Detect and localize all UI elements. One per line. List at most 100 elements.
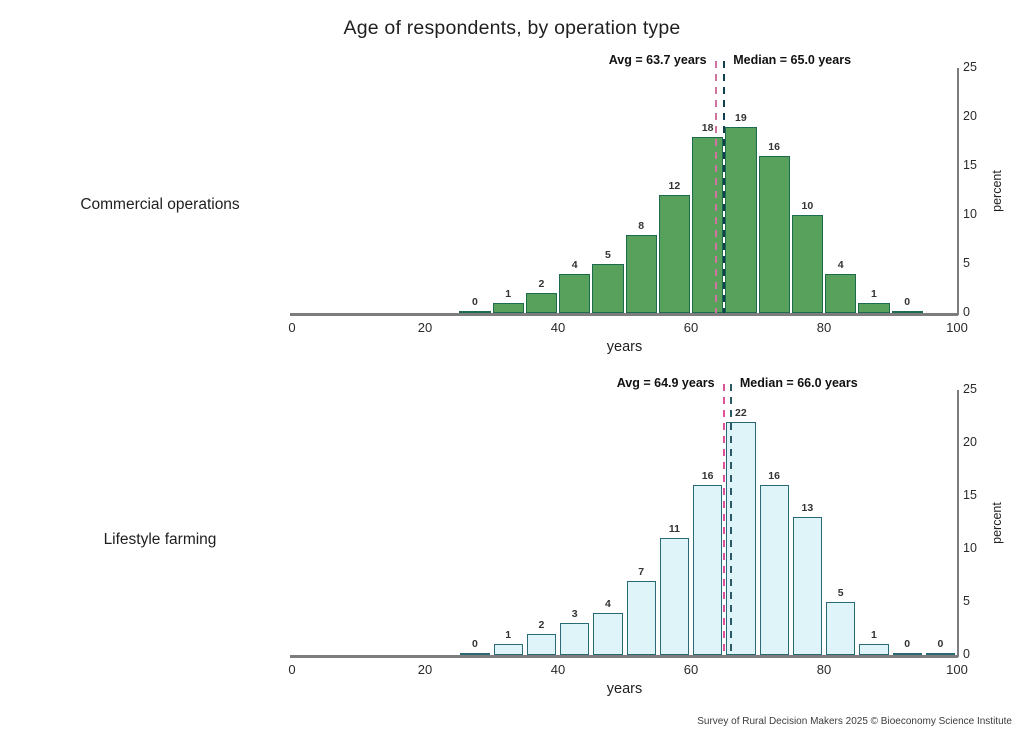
bar-value-label: 18 — [701, 121, 714, 134]
histogram-bar — [692, 136, 724, 313]
x-tick-label: 60 — [683, 320, 699, 335]
histogram-bar — [859, 644, 889, 655]
x-axis-line — [290, 655, 958, 658]
histogram-bar — [460, 653, 490, 655]
bar-value-label: 0 — [904, 638, 911, 650]
y-axis-line — [957, 68, 959, 315]
median-annotation: Median = 66.0 years — [739, 376, 858, 390]
histogram-bar — [892, 653, 922, 655]
histogram-bar — [659, 538, 689, 655]
panel-label-commercial-operations: Commercial operations — [80, 196, 240, 213]
bar-value-label: 0 — [471, 638, 478, 650]
avg-line — [722, 384, 725, 655]
y-tick-label: 5 — [963, 594, 970, 608]
avg-line — [714, 61, 717, 313]
bar-value-label: 1 — [870, 629, 877, 642]
bar-value-label: 0 — [937, 638, 944, 650]
bar-value-label: 4 — [604, 597, 611, 610]
x-tick-label: 80 — [816, 320, 832, 335]
histogram-bar — [759, 485, 789, 655]
histogram-bar — [559, 273, 591, 313]
bar-value-label: 0 — [471, 296, 478, 308]
y-tick-label: 15 — [963, 488, 977, 502]
histogram-bar — [459, 311, 491, 313]
bar-value-label: 13 — [801, 502, 814, 515]
avg-annotation: Avg = 64.9 years — [616, 376, 715, 390]
histogram-bar — [526, 633, 556, 655]
histogram-bar — [925, 653, 955, 655]
bar-value-label: 7 — [638, 565, 645, 578]
bar-value-label: 0 — [904, 296, 911, 308]
y-tick-label: 20 — [963, 435, 977, 449]
footer-credit: Survey of Rural Decision Makers 2025 © B… — [697, 716, 1012, 727]
bar-value-label: 16 — [701, 470, 714, 483]
panel-label-lifestyle-farming: Lifestyle farming — [103, 531, 217, 548]
bar-value-label: 5 — [604, 249, 611, 261]
y-tick-label: 25 — [963, 382, 977, 396]
x-tick-label: 0 — [288, 320, 296, 335]
histogram-bar — [626, 580, 656, 655]
bar-value-label: 4 — [571, 258, 578, 271]
histogram-bar — [826, 602, 856, 655]
x-tick-label: 40 — [550, 662, 566, 677]
chart-title: Age of respondents, by operation type — [343, 17, 681, 39]
histogram-bar — [525, 293, 557, 313]
histogram-bar — [560, 623, 590, 655]
x-tick-label: 20 — [417, 320, 433, 335]
y-tick-label: 15 — [963, 158, 977, 172]
bar-value-label: 2 — [538, 278, 545, 291]
x-axis-line — [290, 313, 958, 316]
bar-value-label: 2 — [538, 618, 545, 631]
histogram-bar — [758, 156, 790, 313]
histogram-bar — [592, 264, 624, 313]
bar-value-label: 10 — [801, 200, 814, 212]
y-tick-label: 0 — [963, 647, 970, 661]
bar-value-label: 4 — [837, 258, 844, 271]
y-axis-title: percent — [990, 169, 1004, 212]
x-tick-label: 20 — [417, 662, 433, 677]
median-annotation: Median = 65.0 years — [733, 53, 852, 67]
x-axis-title: years — [606, 681, 643, 697]
bar-value-label: 12 — [668, 180, 681, 193]
y-tick-label: 10 — [963, 207, 977, 221]
x-tick-label: 100 — [946, 662, 968, 677]
y-tick-label: 5 — [963, 256, 970, 270]
x-tick-label: 80 — [816, 662, 832, 677]
y-axis-title: percent — [990, 501, 1004, 544]
histogram-bar — [658, 195, 690, 313]
bar-value-label: 16 — [768, 141, 780, 154]
bar-value-label: 1 — [505, 288, 512, 301]
histogram-bar — [725, 126, 757, 313]
y-tick-label: 0 — [963, 305, 970, 319]
histogram-bar — [791, 215, 823, 313]
histogram-bar — [858, 303, 890, 313]
x-axis-title: years — [606, 339, 643, 355]
bar-value-label: 1 — [870, 288, 877, 301]
histogram-bar — [492, 303, 524, 313]
y-tick-label: 20 — [963, 109, 977, 123]
avg-annotation: Avg = 63.7 years — [608, 53, 707, 67]
bar-value-label: 22 — [735, 406, 747, 419]
y-tick-label: 10 — [963, 541, 977, 555]
x-tick-label: 60 — [683, 662, 699, 677]
median-line — [729, 384, 732, 655]
histogram-bar — [825, 273, 857, 313]
bar-value-label: 5 — [837, 587, 844, 599]
histogram-bar — [625, 234, 657, 313]
histogram-bar — [593, 612, 623, 655]
histogram-bar — [891, 311, 923, 313]
y-tick-label: 25 — [963, 60, 977, 74]
bar-value-label: 8 — [638, 219, 645, 232]
bar-value-label: 19 — [735, 111, 747, 124]
y-axis-line — [957, 390, 959, 657]
x-tick-label: 0 — [288, 662, 296, 677]
median-line — [723, 61, 726, 313]
bar-value-label: 3 — [571, 608, 578, 621]
bar-value-label: 11 — [668, 523, 680, 536]
histogram-bar — [792, 517, 822, 655]
x-tick-label: 100 — [946, 320, 968, 335]
histogram-bar — [693, 485, 723, 655]
histogram-bar — [493, 644, 523, 655]
